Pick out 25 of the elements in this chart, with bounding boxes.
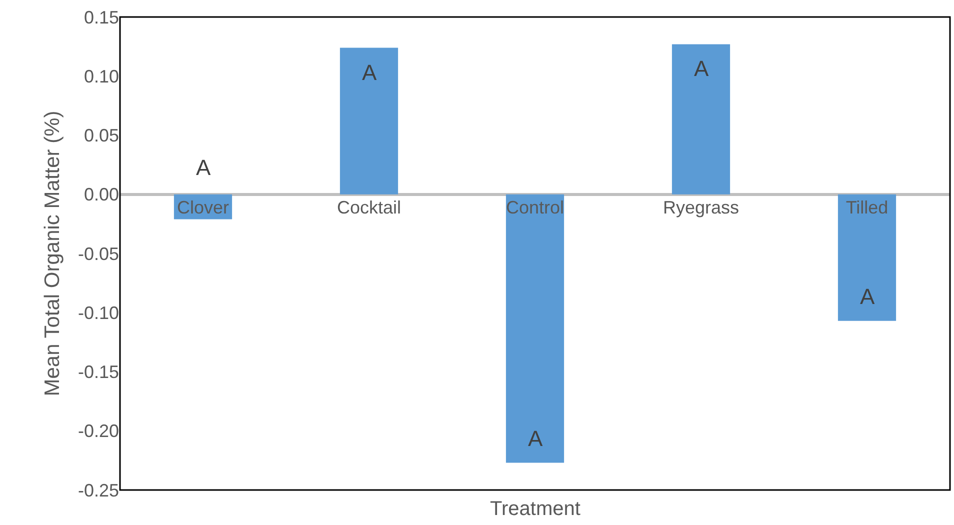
bar (672, 44, 730, 194)
x-tick-label: Ryegrass (662, 197, 740, 218)
y-tick-label: 0.00 (84, 184, 119, 205)
y-axis-title: Mean Total Organic Matter (%) (41, 110, 64, 396)
x-tick-label: Clover (176, 197, 230, 218)
y-tick-label: 0.05 (84, 126, 119, 146)
y-tick-label: -0.05 (78, 244, 119, 264)
y-tick-label: -0.25 (78, 480, 119, 500)
bar (340, 48, 398, 194)
y-tick-label: 0.10 (84, 66, 119, 86)
annotation: A (196, 155, 211, 180)
annotation: A (528, 426, 543, 451)
bar (838, 194, 896, 321)
bar (506, 194, 564, 463)
annotation: A (860, 284, 875, 309)
annotation: A (362, 60, 377, 85)
y-tick-label: 0.15 (84, 7, 119, 28)
y-tick-label: -0.10 (78, 302, 119, 323)
x-tick-label: Control (506, 197, 564, 218)
annotation: A (694, 56, 709, 81)
y-tick-label: -0.20 (78, 421, 119, 442)
x-tick-label: Cocktail (336, 197, 402, 218)
y-tick-label: -0.15 (78, 362, 119, 382)
x-axis-title: Treatment (490, 498, 581, 520)
x-tick-label: Tilled (846, 197, 888, 218)
